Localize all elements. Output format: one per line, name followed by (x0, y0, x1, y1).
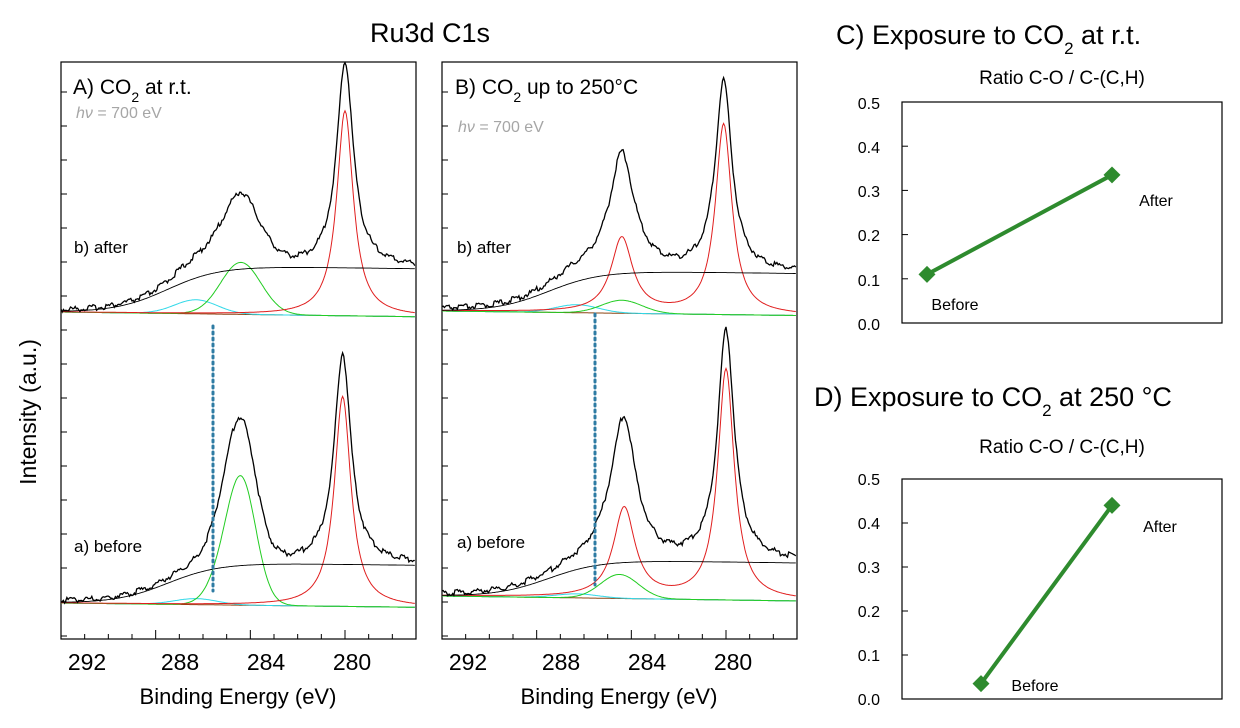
y-tick-label: 0.1 (858, 273, 880, 290)
panel-label: A) CO2 at r.t. (73, 76, 192, 105)
ru3d-component (60, 395, 415, 605)
panel-label: B) CO2 up to 250°C (455, 76, 638, 105)
spectrum-curves (441, 75, 797, 602)
shirley-background (442, 271, 796, 311)
spectrum-panel-b: B) CO2 up to 250°C hν = 700 eV b) after … (441, 61, 798, 709)
ratio-subtitle: Ratio C-O / C-(C,H) (979, 68, 1145, 89)
shirley-background (61, 267, 415, 312)
x-tick-label: 288 (161, 649, 199, 675)
x-tick-label: 284 (247, 649, 286, 675)
x-tick-label: 292 (449, 649, 487, 675)
point-label-after: After (1143, 519, 1177, 536)
axis-ticks (60, 91, 417, 639)
plot-frame (60, 61, 417, 640)
x-tick-label: 288 (542, 649, 580, 675)
y-tick-label: 0.3 (858, 560, 880, 577)
curve-label-before: a) before (74, 537, 142, 556)
x-tick-label: 292 (68, 649, 106, 675)
ratio-point (918, 265, 936, 283)
y-tick-label: 0.2 (858, 228, 880, 245)
panel-header: C) Exposure to CO2 at r.t. (836, 20, 1141, 58)
y-tick-label: 0.3 (858, 184, 880, 201)
ratio-subtitle: Ratio C-O / C-(C,H) (979, 437, 1145, 458)
x-axis-label: Binding Energy (eV) (140, 684, 337, 709)
c-ch-component (61, 261, 415, 318)
panel-header: D) Exposure to CO2 at 250 °C (814, 382, 1172, 420)
point-label-before: Before (931, 297, 978, 314)
y-tick-label: 0.2 (858, 604, 880, 621)
figure-title: Ru3d C1s (370, 18, 490, 48)
spectrum-curves (60, 61, 416, 608)
shirley-background (442, 561, 796, 596)
point-label-before: Before (1011, 678, 1058, 695)
spectrum-panel-a: A) CO2 at r.t. hν = 700 eV b) after a) b… (60, 61, 417, 709)
ratio-panel-d: D) Exposure to CO2 at 250 °C Ratio C-O /… (814, 382, 1223, 709)
curve-label-before: a) before (457, 533, 525, 552)
point-label-after: After (1139, 193, 1173, 210)
ru3d-component (60, 109, 415, 314)
y-tick-label: 0.0 (858, 317, 880, 334)
ratio-series (902, 101, 1121, 324)
ratio-line (926, 173, 1113, 277)
plot-frame (901, 101, 1223, 324)
curve-label-after: b) after (457, 238, 511, 257)
ratio-point (972, 675, 990, 693)
x-tick-label: 284 (628, 649, 667, 675)
ratio-series (902, 478, 1121, 700)
x-tick-label: 280 (333, 649, 371, 675)
plot-frame (901, 478, 1223, 700)
y-tick-label: 0.5 (858, 96, 880, 113)
ratio-point (1103, 166, 1121, 184)
photon-energy-label: hν = 700 eV (458, 119, 544, 136)
x-axis-label: Binding Energy (eV) (521, 684, 718, 709)
y-axis-label: Intensity (a.u.) (15, 339, 41, 485)
c-ch-component (442, 299, 796, 316)
axis-ticks (441, 91, 798, 639)
spectrum-envelope (60, 350, 415, 605)
y-tick-label: 0.0 (858, 692, 880, 709)
shirley-background (61, 563, 415, 603)
spectrum-envelope (60, 61, 416, 314)
ratio-panel-c: C) Exposure to CO2 at r.t. Ratio C-O / C… (836, 20, 1223, 334)
spectrum-envelope (441, 326, 797, 597)
x-tick-label: 280 (714, 649, 752, 675)
ru3d-component (442, 367, 796, 597)
y-tick-label: 0.4 (858, 140, 880, 157)
y-tick-label: 0.5 (858, 472, 880, 489)
ru3d-component (442, 122, 796, 312)
spectrum-envelope (441, 75, 797, 312)
ratio-line (979, 504, 1114, 685)
y-tick-label: 0.4 (858, 516, 880, 533)
plot-frame (441, 61, 798, 640)
photon-energy-label: hν = 700 eV (76, 105, 162, 122)
curve-label-after: b) after (74, 238, 128, 257)
y-tick-label: 0.1 (858, 648, 880, 665)
c-ch-component (442, 574, 796, 602)
